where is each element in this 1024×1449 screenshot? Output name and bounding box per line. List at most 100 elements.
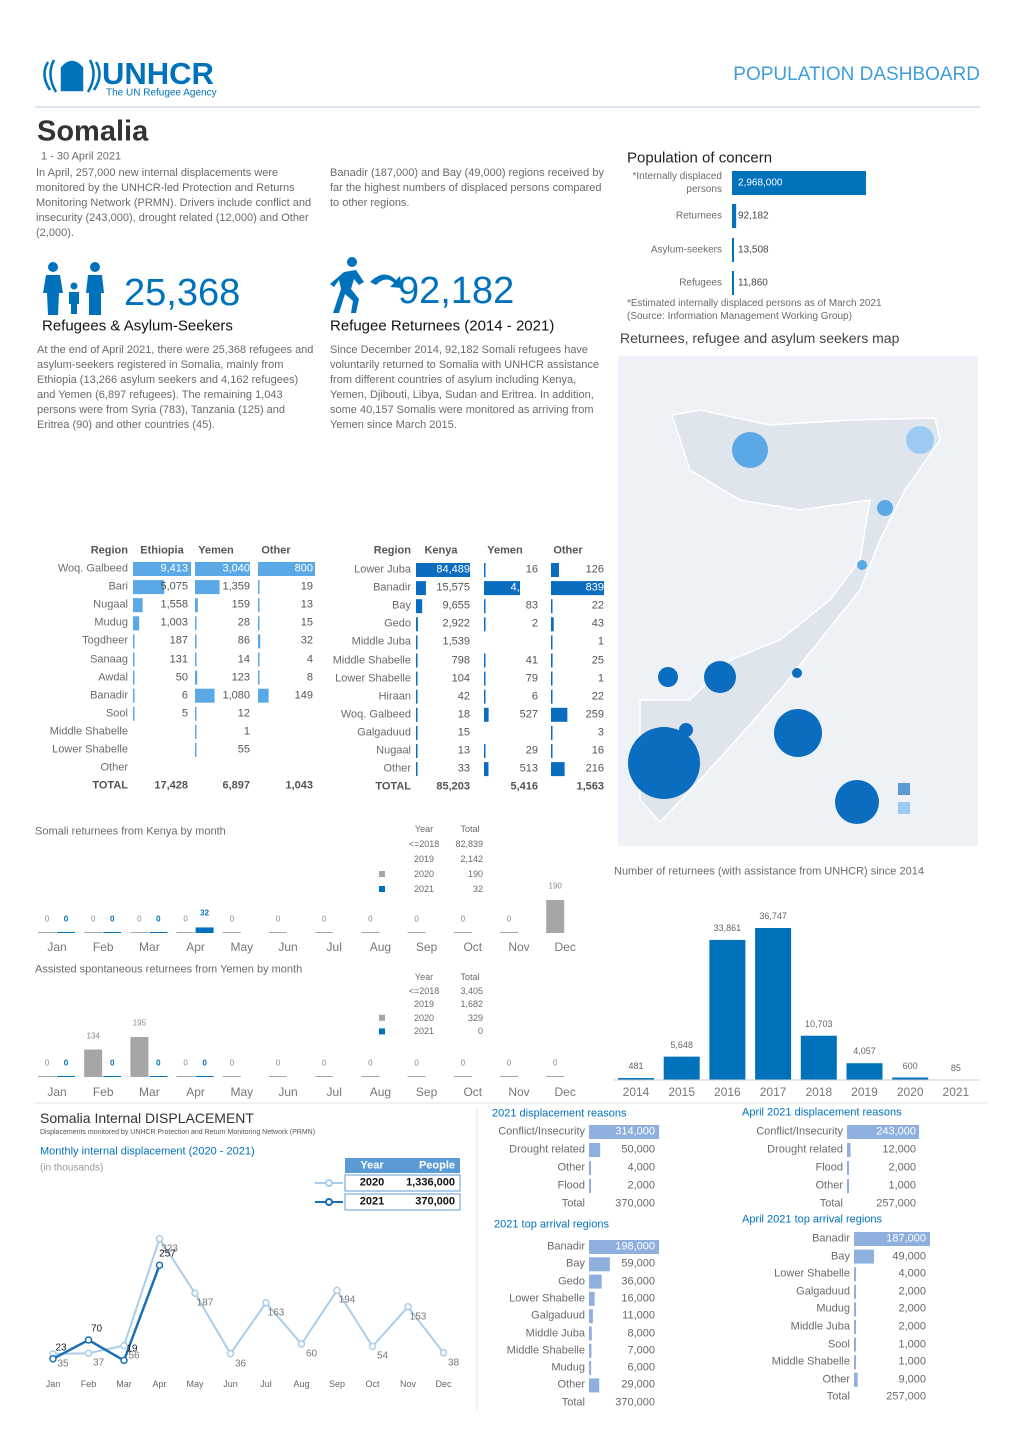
data-label: 195: [132, 1018, 147, 1028]
cell-value: 28: [237, 616, 250, 629]
data-label: 163: [267, 1307, 285, 1319]
bar-value: 2,000: [898, 1303, 926, 1316]
bar: [453, 932, 472, 933]
row-label: Other: [815, 1179, 843, 1192]
data-label: 0: [63, 914, 69, 924]
row-label: Nugaal: [376, 744, 411, 757]
cell-value: 16: [591, 744, 604, 757]
bar: [500, 932, 518, 933]
data-label: 257: [159, 1248, 176, 1260]
bar: [416, 744, 418, 758]
bar: [589, 1257, 610, 1272]
bar: [195, 634, 197, 649]
cell-value: 187: [169, 635, 188, 648]
x-tick-label: Sep: [415, 1085, 438, 1100]
data-label: 0: [44, 1058, 50, 1068]
data-label: 60: [305, 1348, 318, 1360]
cell-value: 798: [451, 654, 470, 667]
cell-value: 16: [525, 563, 538, 576]
bar: [854, 1267, 856, 1282]
bar: [589, 1378, 600, 1393]
cell-value: 259: [585, 708, 604, 721]
data-label: 0: [460, 1058, 466, 1068]
legend-swatch: [379, 886, 385, 892]
chart-title: Number of returnees (with assistance fro…: [614, 865, 924, 878]
row-label: Lower Juba: [354, 563, 411, 576]
bar: [416, 671, 418, 686]
bar: [195, 706, 197, 721]
row-label: Other: [383, 762, 411, 775]
bar: [84, 932, 103, 933]
x-tick-label: Nov: [508, 940, 530, 955]
x-tick-label: Jul: [326, 940, 342, 955]
row-label: Banadir: [373, 581, 411, 594]
bar: [103, 1076, 122, 1077]
bar: [551, 707, 568, 722]
table-cell: 2021: [413, 883, 435, 894]
row-label: Drought related: [767, 1143, 843, 1156]
row-label: Galgaduud: [531, 1309, 585, 1322]
bar: [846, 1063, 883, 1080]
bar: [195, 688, 215, 703]
x-tick-label: Dec: [554, 1085, 576, 1100]
report-date: 1 - 30 April 2021: [41, 150, 122, 163]
bar-value: 16,000: [621, 1292, 655, 1305]
total-value: 6,897: [222, 779, 250, 792]
data-label: 0: [506, 1058, 512, 1068]
column-header: Year: [360, 1159, 384, 1172]
total-value: 5,416: [510, 780, 538, 793]
bar: [258, 616, 260, 631]
bar-value: 1,000: [898, 1355, 926, 1368]
row-label: Middle Shabelle: [332, 654, 411, 667]
bar: [589, 1274, 602, 1289]
x-tick-label: Jan: [47, 1085, 67, 1100]
bar: [892, 1077, 929, 1080]
column-header: Total: [460, 823, 480, 834]
bar-value: 2,000: [898, 1285, 926, 1298]
point: [333, 1286, 341, 1295]
bar-value: 49,000: [892, 1250, 926, 1263]
intro-text: In April, 257,000 new internal displacem…: [36, 167, 312, 239]
section-subtitle: Displacements monitored by UNHCR Protect…: [40, 1128, 316, 1136]
cell-value: 55: [237, 743, 250, 756]
bar-value: 243,000: [876, 1125, 916, 1138]
data-label: 194: [338, 1294, 356, 1306]
x-tick-label: Mar: [139, 1085, 160, 1100]
bar: [258, 670, 260, 685]
cell-value: 43: [591, 617, 604, 630]
cell-value: 25: [591, 654, 604, 667]
cell-value: 29: [525, 744, 538, 757]
bar-value: 2,000: [898, 1320, 926, 1333]
bar: [258, 598, 260, 613]
bar: [551, 599, 553, 614]
row-label: Mudug: [551, 1361, 585, 1374]
bar: [133, 562, 191, 576]
bar: [484, 744, 486, 758]
row-label: Returnees: [675, 210, 722, 222]
row-label: Bay: [392, 599, 411, 612]
bar: [551, 563, 559, 577]
row-label: Galgaduud: [796, 1285, 850, 1298]
x-tick-label: Apr: [152, 1378, 167, 1389]
table-cell: 0: [477, 1026, 483, 1037]
data-label: 10,703: [805, 1018, 833, 1029]
cell-value: 22: [591, 599, 604, 612]
data-label: 0: [183, 914, 188, 924]
bar: [589, 1240, 659, 1254]
bar: [195, 1076, 214, 1077]
bar-value: 2,968,000: [738, 177, 783, 189]
data-label: 0: [321, 1058, 327, 1068]
chart-title: April 2021 displacement reasons: [742, 1106, 902, 1119]
point: [404, 1303, 412, 1311]
cell-value: 1,539: [442, 636, 470, 649]
cell-value: 1,359: [222, 580, 250, 593]
point: [297, 1340, 306, 1348]
x-tick-label: Sep: [328, 1378, 346, 1389]
bar: [195, 580, 220, 595]
data-label: 0: [414, 914, 419, 924]
x-tick-label: Jan: [45, 1378, 61, 1389]
table-cell: 2021: [413, 1026, 435, 1037]
row-label: Middle Juba: [351, 636, 411, 649]
total-value: 1,563: [576, 780, 604, 793]
